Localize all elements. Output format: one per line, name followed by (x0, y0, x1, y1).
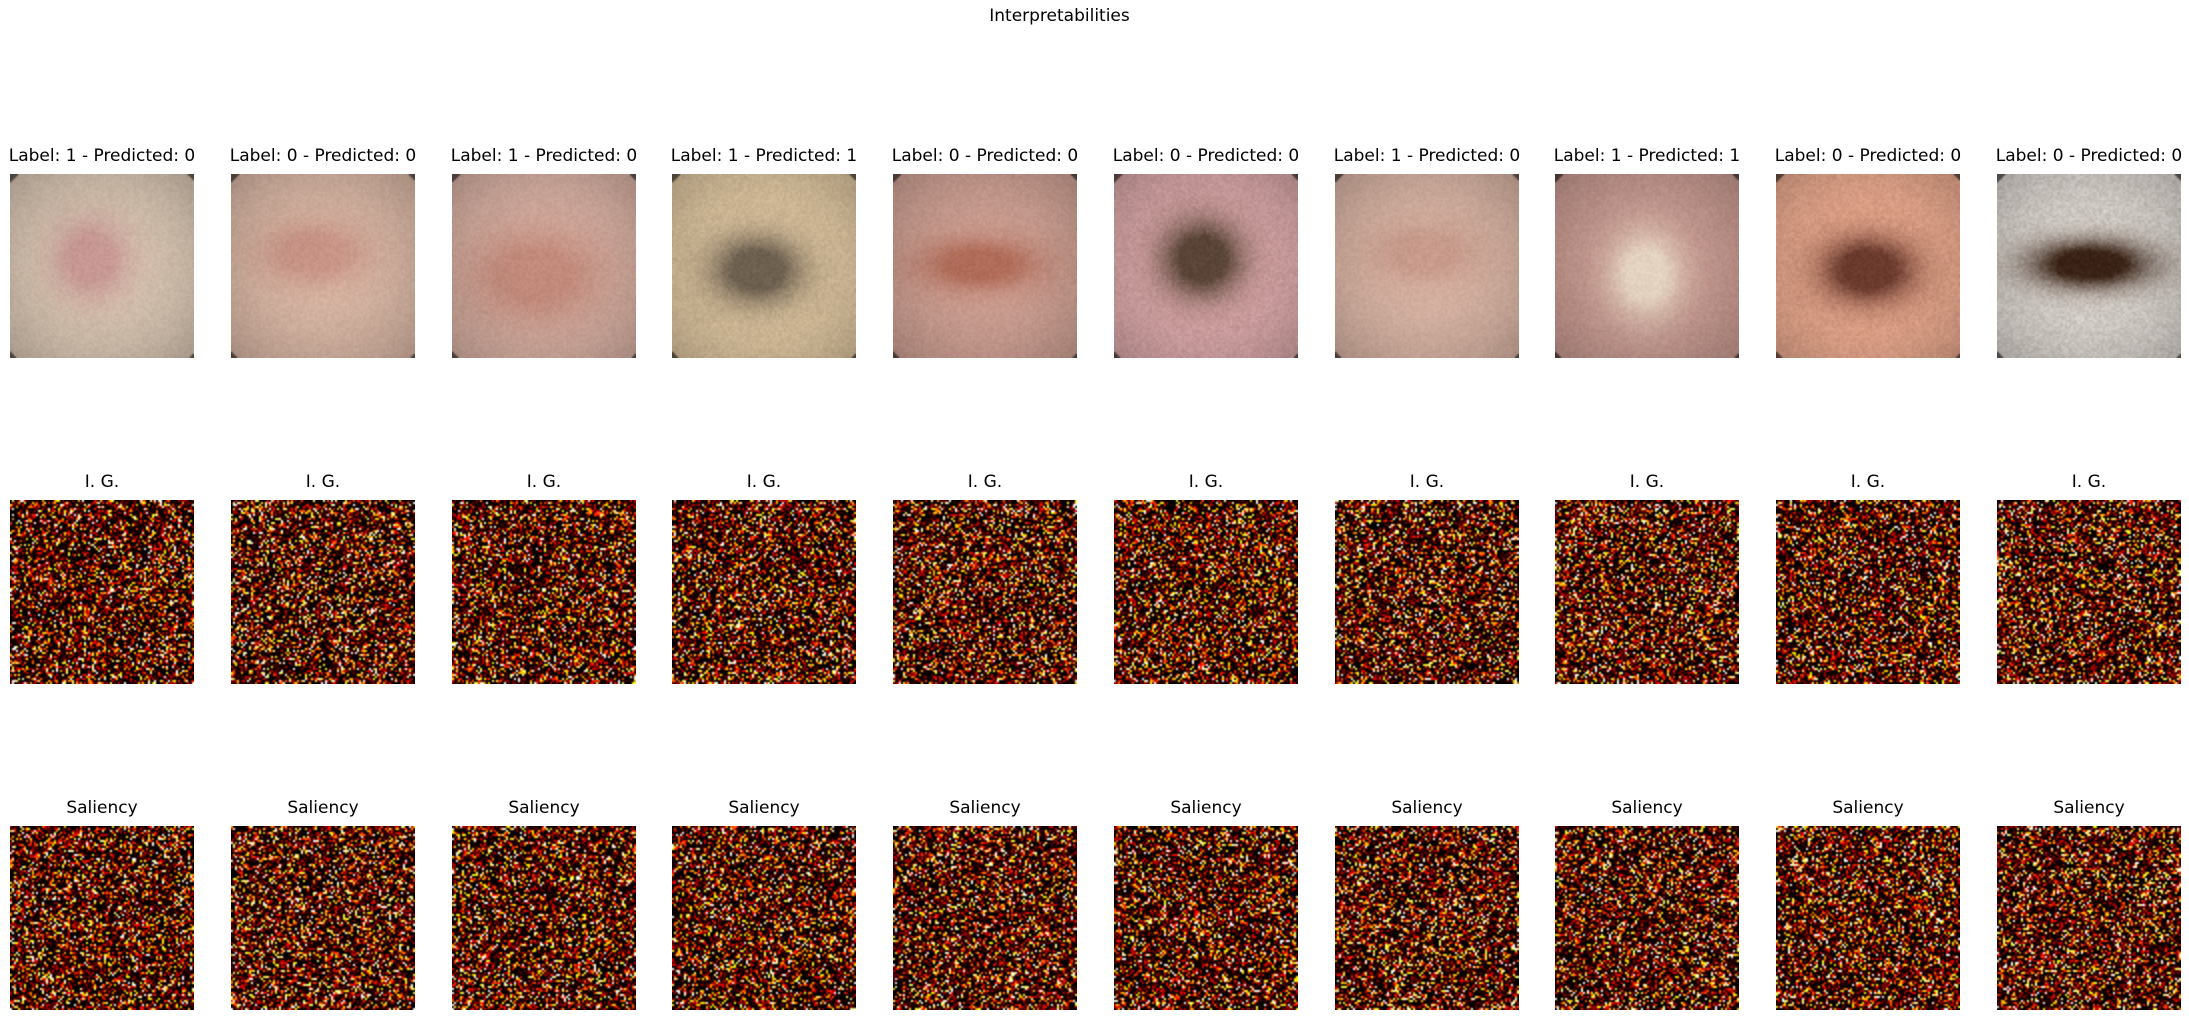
ig-panel-title: I. G. (967, 472, 1003, 492)
input-panel-title: Label: 1 - Predicted: 0 (1333, 146, 1521, 166)
lesion-image (1776, 174, 1960, 358)
integrated-gradients-heatmap (1335, 500, 1519, 684)
integrated-gradients-heatmap (1997, 500, 2181, 684)
input-panel-title: Label: 0 - Predicted: 0 (1995, 146, 2183, 166)
lesion-image (452, 174, 636, 358)
saliency-heatmap (1997, 826, 2181, 1010)
input-panel-title: Label: 0 - Predicted: 0 (1774, 146, 1962, 166)
input-panel-title: Label: 1 - Predicted: 0 (450, 146, 638, 166)
ig-panel-title: I. G. (305, 472, 341, 492)
integrated-gradients-heatmap (1114, 500, 1298, 684)
input-panel-title: Label: 0 - Predicted: 0 (229, 146, 417, 166)
saliency-heatmap (893, 826, 1077, 1010)
saliency-heatmap (1776, 826, 1960, 1010)
saliency-panel-title: Saliency (1611, 798, 1683, 818)
lesion-image (893, 174, 1077, 358)
saliency-heatmap (10, 826, 194, 1010)
ig-panel-title: I. G. (1850, 472, 1886, 492)
saliency-panel-title: Saliency (1832, 798, 1904, 818)
input-panel-title: Label: 1 - Predicted: 0 (8, 146, 196, 166)
ig-panel-title: I. G. (1409, 472, 1445, 492)
figure-title: Interpretabilities (989, 6, 1130, 26)
lesion-image (1555, 174, 1739, 358)
saliency-panel-title: Saliency (949, 798, 1021, 818)
input-panel-title: Label: 0 - Predicted: 0 (891, 146, 1079, 166)
ig-panel-title: I. G. (84, 472, 120, 492)
integrated-gradients-heatmap (1555, 500, 1739, 684)
saliency-heatmap (1555, 826, 1739, 1010)
lesion-image (231, 174, 415, 358)
saliency-panel-title: Saliency (66, 798, 138, 818)
integrated-gradients-heatmap (10, 500, 194, 684)
saliency-heatmap (452, 826, 636, 1010)
ig-panel-title: I. G. (1629, 472, 1665, 492)
saliency-panel-title: Saliency (1170, 798, 1242, 818)
input-panel-title: Label: 0 - Predicted: 0 (1112, 146, 1300, 166)
integrated-gradients-heatmap (452, 500, 636, 684)
saliency-panel-title: Saliency (2053, 798, 2125, 818)
lesion-image (672, 174, 856, 358)
lesion-image (1114, 174, 1298, 358)
ig-panel-title: I. G. (526, 472, 562, 492)
lesion-image (10, 174, 194, 358)
saliency-heatmap (231, 826, 415, 1010)
saliency-heatmap (1335, 826, 1519, 1010)
saliency-panel-title: Saliency (728, 798, 800, 818)
lesion-image (1335, 174, 1519, 358)
saliency-panel-title: Saliency (508, 798, 580, 818)
integrated-gradients-heatmap (1776, 500, 1960, 684)
saliency-heatmap (672, 826, 856, 1010)
saliency-heatmap (1114, 826, 1298, 1010)
integrated-gradients-heatmap (672, 500, 856, 684)
saliency-panel-title: Saliency (287, 798, 359, 818)
ig-panel-title: I. G. (1188, 472, 1224, 492)
ig-panel-title: I. G. (2071, 472, 2107, 492)
integrated-gradients-heatmap (893, 500, 1077, 684)
integrated-gradients-heatmap (231, 500, 415, 684)
input-panel-title: Label: 1 - Predicted: 1 (1553, 146, 1741, 166)
ig-panel-title: I. G. (746, 472, 782, 492)
input-panel-title: Label: 1 - Predicted: 1 (670, 146, 858, 166)
saliency-panel-title: Saliency (1391, 798, 1463, 818)
lesion-image (1997, 174, 2181, 358)
